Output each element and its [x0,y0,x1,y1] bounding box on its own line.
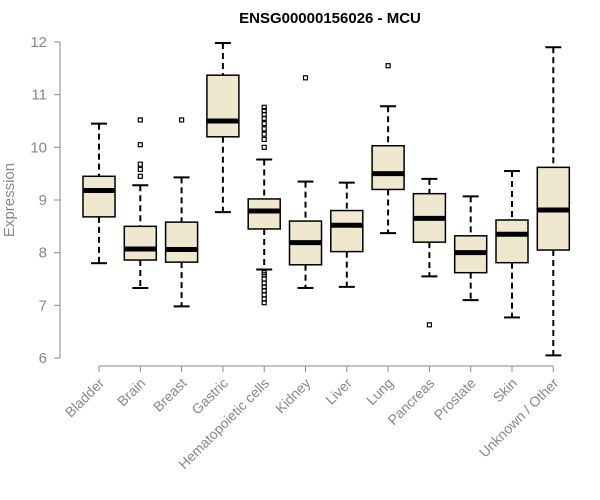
y-axis: 6 7 8 9 10 11 12 [30,34,61,367]
outlier-point [261,276,267,282]
outlier-point [302,75,309,81]
y-tick-label: 8 [39,245,47,262]
iqr-box [123,225,158,261]
outlier-point [261,126,267,132]
iqr-box [371,145,405,191]
y-tick-label: 12 [30,34,47,51]
outlier-point [137,161,143,167]
box-liver [330,181,364,288]
box-kidney [288,75,323,289]
outlier-point [261,131,267,137]
x-tick-label: Prostate [431,375,479,423]
outlier-point [261,112,267,118]
iqr-box [330,209,364,253]
outlier-point [137,173,143,179]
outlier-point [261,121,267,127]
outlier-point [261,107,267,114]
outlier-point [261,144,267,150]
box-lung [371,63,405,235]
outlier-point [137,166,143,173]
y-tick-label: 10 [30,139,47,156]
y-tick-label: 6 [39,350,47,367]
y-tick-label: 9 [39,192,47,209]
y-axis-label: Expression [1,163,18,237]
x-tick-label: Kidney [272,375,314,417]
box-bladder [82,122,116,265]
box-unknown-other [536,46,571,357]
box-hematopoietic-cells [247,104,281,306]
outlier-point [261,104,267,110]
outlier-point [137,142,143,148]
box-brain [123,117,158,289]
x-tick-label: Brain [114,375,148,409]
iqr-box [247,198,281,230]
outlier-point [261,292,267,298]
x-tick-label: Liver [322,375,355,408]
box-pancreas [412,177,447,328]
x-tick-label: Bladder [62,375,108,421]
outlier-point [261,136,267,143]
iqr-box [164,221,199,263]
iqr-box [495,219,529,264]
y-tick-label: 7 [39,297,47,314]
iqr-box [82,175,116,218]
x-tick-label: Skin [490,375,521,406]
iqr-box [206,74,240,138]
outlier-point [137,117,143,123]
outlier-point [179,117,185,123]
x-tick-label: Lung [363,375,396,408]
x-tick-label: Breast [150,375,190,415]
box-skin [495,170,529,319]
boxes-group [82,42,571,357]
outlier-point [426,322,432,328]
box-gastric [206,42,240,214]
box-breast [164,117,199,308]
chart-title: ENSG00000156026 - MCU [239,10,421,27]
outlier-point [385,63,391,69]
box-prostate [453,195,488,302]
y-tick-label: 11 [31,87,47,104]
outlier-point [261,270,267,276]
